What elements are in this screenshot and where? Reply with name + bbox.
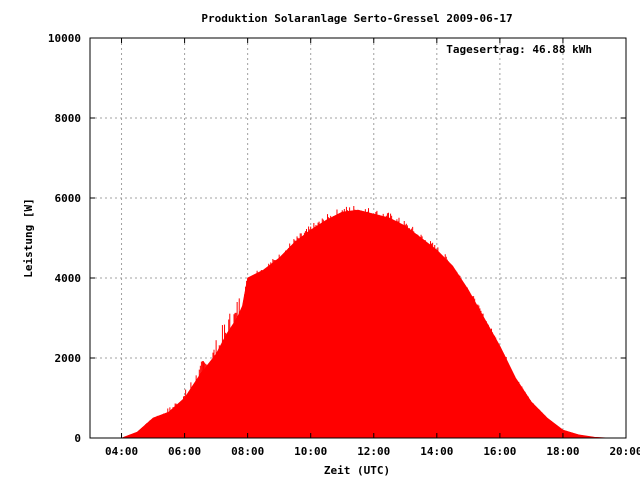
x-tick-label: 10:00	[294, 445, 327, 458]
y-tick-label: 8000	[55, 112, 82, 125]
plot-frame	[89, 37, 627, 439]
axis-ticks	[90, 37, 627, 439]
x-tick-label: 16:00	[483, 445, 516, 458]
x-axis-label: Zeit (UTC)	[324, 464, 390, 477]
daily-yield-annotation: Tagesertrag: 46.88 kWh	[446, 43, 592, 56]
x-tick-label: 06:00	[168, 445, 201, 458]
tick-labels: 04:00 06:00 08:00 10:00 12:00 14:00 16:00 18:00…	[48, 32, 640, 458]
power-series-spikes	[122, 206, 610, 438]
chart-title: Produktion Solaranlage Serto-Gressel 200…	[201, 12, 512, 25]
y-tick-label: 4000	[55, 272, 82, 285]
y-axis-label: Leistung [W]	[22, 198, 35, 277]
y-tick-label: 2000	[55, 352, 82, 365]
y-tick-label: 0	[74, 432, 81, 445]
y-tick-label: 10000	[48, 32, 81, 45]
x-tick-label: 04:00	[105, 445, 138, 458]
x-tick-label: 14:00	[420, 445, 453, 458]
x-tick-label: 18:00	[546, 445, 579, 458]
x-tick-label: 20:00	[609, 445, 640, 458]
x-tick-label: 08:00	[231, 445, 264, 458]
x-tick-label: 12:00	[357, 445, 390, 458]
y-tick-label: 6000	[55, 192, 82, 205]
